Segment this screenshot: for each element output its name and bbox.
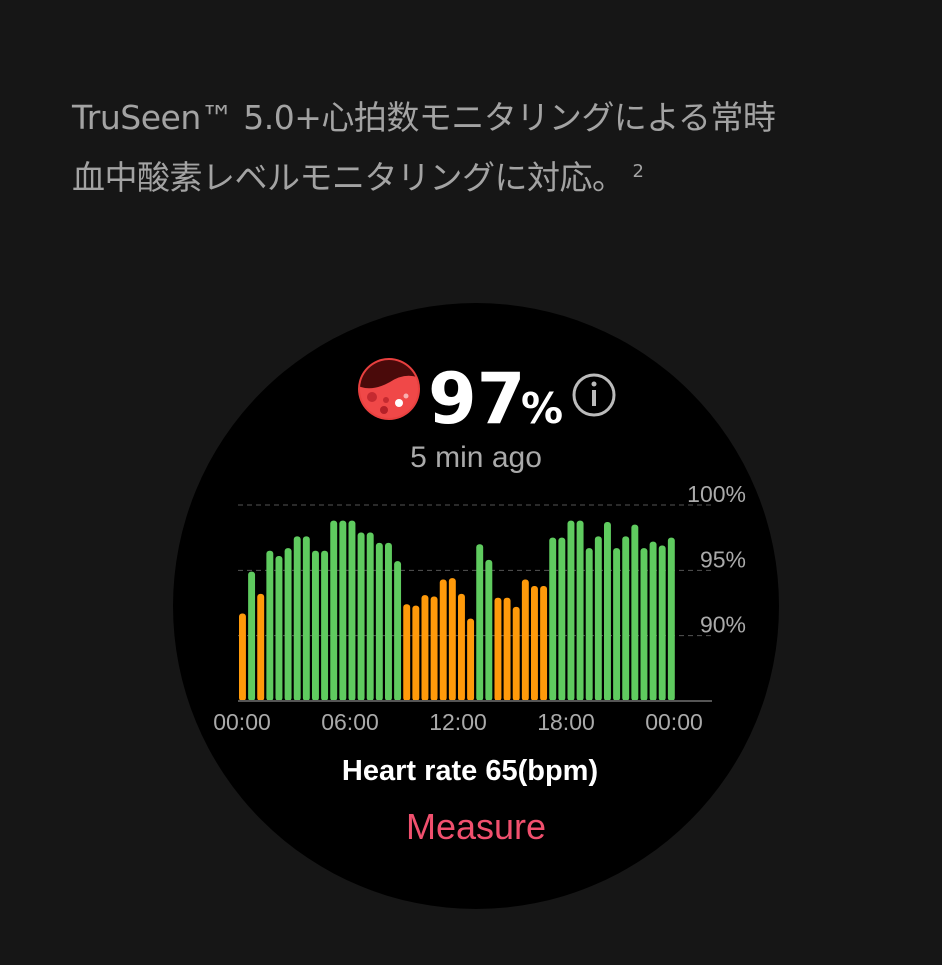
bar-normal [275,555,283,701]
bar-low [467,618,475,701]
bar-normal [302,536,310,701]
bar-normal [658,545,666,701]
bar-normal [567,520,575,701]
bar-low [448,578,456,701]
headline-line-1: TruSeen™ 5.0+心拍数モニタリングによる常時 [72,98,776,137]
bar-normal [476,544,484,701]
x-tick-label: 06:00 [321,709,379,735]
bar-low [421,595,429,701]
x-tick-label: 00:00 [645,709,703,735]
headline-line-2-text: 血中酸素レベルモニタリングに対応。 [72,158,625,197]
bar-normal [348,520,356,701]
spo2-value: 97 [428,358,525,440]
bar-normal [649,541,657,701]
bar-normal [613,548,621,701]
watch-face [173,303,779,909]
y-tick-label: 95% [700,546,746,572]
y-tick-label: 90% [700,612,746,638]
headline-line-2: 血中酸素レベルモニタリングに対応。 2 [72,148,892,208]
x-tick-label: 00:00 [213,709,271,735]
blood-oxygen-icon [358,358,420,420]
bar-low [430,596,438,701]
time-ago: 5 min ago [410,441,542,474]
bar-low [521,579,529,701]
y-tick-label: 100% [687,481,746,507]
measure-button[interactable]: Measure [406,806,546,847]
bar-normal [339,520,347,701]
info-icon[interactable] [572,373,616,417]
bar-normal [585,548,593,701]
bar-normal [604,521,611,701]
bar-normal [293,536,301,701]
bar-low [257,593,265,701]
bar-normal [385,542,392,701]
bar-low [503,597,511,701]
bar-normal [558,537,566,701]
bar-low [494,597,502,701]
bar-normal [312,550,319,701]
bar-normal [366,532,374,701]
bar-low [403,604,411,701]
bar-low [540,586,548,701]
bar-normal [248,571,256,701]
footnote-ref[interactable]: 2 [632,161,644,182]
bar-normal [394,561,402,701]
bar-low [239,613,246,701]
bar-normal [357,532,365,701]
headline: TruSeen™ 5.0+心拍数モニタリングによる常時 血中酸素レベルモニタリン… [72,88,892,208]
bar-low [458,593,465,701]
bar-normal [631,524,639,701]
bar-normal [375,542,383,701]
bar-normal [549,537,557,701]
bar-low [439,579,447,701]
x-tick-label: 12:00 [429,709,487,735]
bar-normal [576,520,584,701]
bar-normal [640,548,648,701]
bar-normal [321,550,329,701]
bar-normal [284,548,292,701]
bar-normal [594,536,602,701]
x-tick-label: 18:00 [537,709,595,735]
bar-normal [667,537,675,701]
heart-rate: Heart rate 65(bpm) [342,755,598,787]
bar-normal [330,520,338,701]
bar-normal [266,550,274,701]
bar-normal [485,559,493,701]
bar-low [531,586,538,701]
bar-normal [622,536,630,701]
bar-low [512,606,520,701]
bar-low [412,605,420,701]
spo2-unit: % [521,384,563,433]
